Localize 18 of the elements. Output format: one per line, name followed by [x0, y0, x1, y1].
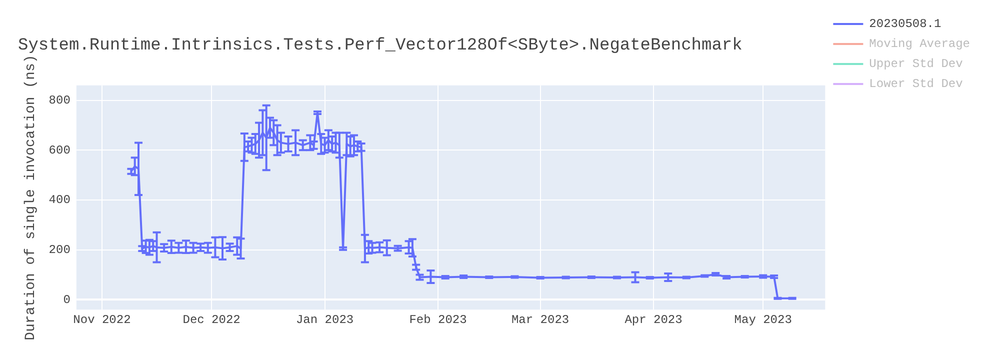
y-tick-label: 600: [48, 143, 70, 158]
y-tick-label: 400: [48, 193, 70, 208]
y-tick-label: 0: [63, 292, 70, 307]
legend-label: Moving Average: [869, 37, 970, 52]
legend-label: Lower Std Dev: [869, 77, 963, 92]
x-tick-label: Jan 2023: [296, 312, 354, 327]
legend-label: 20230508.1: [869, 17, 942, 32]
legend-label: Upper Std Dev: [869, 57, 963, 72]
x-tick-label: Apr 2023: [624, 312, 682, 327]
chart-title: System.Runtime.Intrinsics.Tests.Perf_Vector128Of<SByte>.NegateBenchmark: [18, 36, 742, 56]
x-tick-label: Nov 2022: [73, 312, 131, 327]
y-tick-label: 800: [48, 94, 70, 108]
x-tick-label: Dec 2022: [182, 312, 240, 327]
y-tick-label: 200: [48, 242, 70, 257]
x-tick-label: May 2023: [734, 312, 792, 327]
y-axis-title: Duration of single invocation (ns): [23, 54, 40, 340]
x-tick-label: Feb 2023: [409, 312, 467, 327]
x-tick-label: Mar 2023: [511, 312, 570, 327]
